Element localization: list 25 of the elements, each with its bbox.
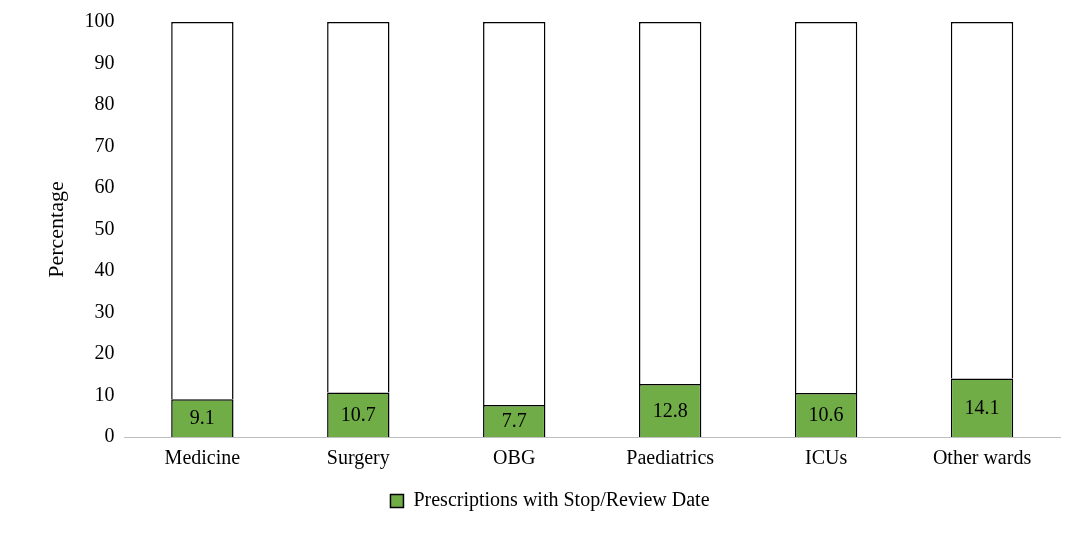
data-label: 9.1 xyxy=(189,406,215,429)
data-label: 10.7 xyxy=(340,403,376,426)
data-label: 12.8 xyxy=(652,398,688,421)
y-tick-label: 50 xyxy=(94,216,115,239)
legend-label: Prescriptions with Stop/Review Date xyxy=(413,488,710,512)
x-tick-label: Other wards xyxy=(932,446,1032,469)
data-label: 14.1 xyxy=(964,395,1000,418)
y-tick-label: 80 xyxy=(94,92,115,115)
data-label: 10.6 xyxy=(808,403,844,426)
y-axis-title: Percentage xyxy=(42,181,68,278)
x-tick-label: OBG xyxy=(493,446,536,469)
y-tick-label: 70 xyxy=(94,133,115,156)
y-tick-label: 40 xyxy=(94,258,115,281)
y-tick-label: 30 xyxy=(94,299,115,322)
x-tick-label: Surgery xyxy=(326,446,390,470)
x-tick-label: Paediatrics xyxy=(626,446,715,469)
y-tick-label: 20 xyxy=(94,341,115,364)
x-tick-label: Medicine xyxy=(164,446,241,469)
data-label: 7.7 xyxy=(501,409,527,432)
y-tick-label: 60 xyxy=(94,175,115,198)
y-tick-label: 0 xyxy=(104,424,115,447)
y-tick-label: 10 xyxy=(94,382,115,405)
y-tick-label: 90 xyxy=(94,50,115,73)
x-tick-label: ICUs xyxy=(804,446,848,469)
y-tick-label: 100 xyxy=(84,9,115,32)
